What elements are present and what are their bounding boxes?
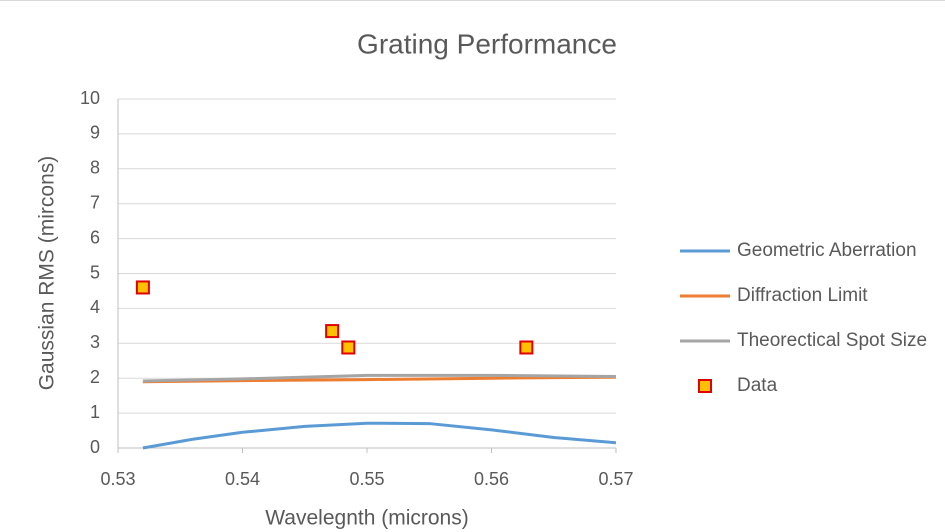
y-tick-label: 8 bbox=[90, 158, 100, 178]
data-point bbox=[341, 340, 356, 355]
y-axis-label: Gaussian RMS (mircons) bbox=[36, 156, 59, 391]
legend-label: Diffraction Limit bbox=[737, 285, 868, 306]
data-point bbox=[325, 324, 340, 339]
series-line bbox=[142, 421, 617, 450]
y-tick-label: 4 bbox=[90, 297, 100, 317]
y-tick-label: 9 bbox=[90, 123, 100, 143]
legend-swatch bbox=[698, 379, 712, 393]
y-tick-label: 1 bbox=[90, 402, 100, 422]
x-tick-label: 0.56 bbox=[474, 469, 509, 489]
chart-title: Grating Performance bbox=[357, 28, 617, 59]
series-line bbox=[142, 373, 617, 383]
x-tick-label: 0.57 bbox=[598, 469, 633, 489]
y-tick-label: 6 bbox=[90, 227, 100, 247]
y-tick-label: 0 bbox=[90, 437, 100, 457]
legend-label: Data bbox=[737, 375, 778, 396]
y-tick-label: 7 bbox=[90, 192, 100, 212]
data-point bbox=[519, 340, 534, 355]
x-axis-label: Wavelegnth (microns) bbox=[265, 507, 468, 530]
legend-label: Theorectical Spot Size bbox=[737, 330, 927, 351]
y-tick-label: 5 bbox=[90, 262, 100, 282]
data-point bbox=[135, 280, 150, 295]
y-tick-label: 3 bbox=[90, 332, 100, 352]
x-tick-label: 0.54 bbox=[225, 469, 260, 489]
x-tick-label: 0.53 bbox=[100, 469, 135, 489]
y-tick-label: 2 bbox=[90, 367, 100, 387]
y-tick-label: 10 bbox=[80, 88, 100, 108]
x-tick-label: 0.55 bbox=[349, 469, 384, 489]
legend-label: Geometric Aberration bbox=[737, 240, 917, 261]
